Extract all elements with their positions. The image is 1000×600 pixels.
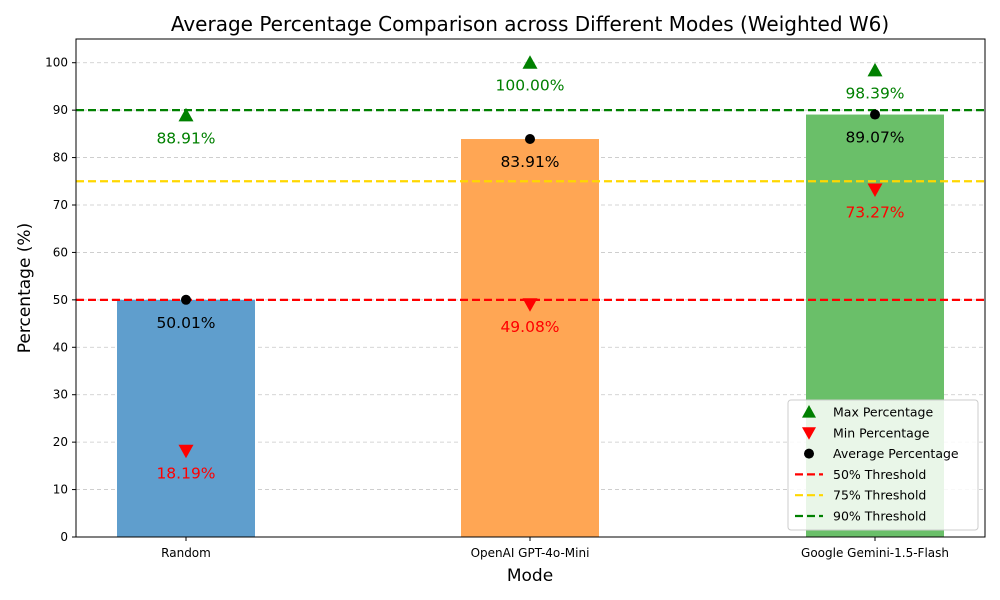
average-marker [525,134,535,145]
legend-label: 90% Threshold [833,509,926,524]
average-marker [181,294,191,305]
max-marker [867,62,883,77]
value-label: 89.07% [845,129,904,147]
y-tick-label: 60 [53,245,68,259]
value-label: 88.91% [156,129,215,147]
legend-label: Max Percentage [833,405,933,420]
markers [178,55,883,459]
legend-box [787,399,979,531]
legend-min-marker [802,427,816,440]
value-label: 50.01% [156,314,215,332]
y-tick-label: 50 [53,293,68,307]
chart-title: Average Percentage Comparison across Dif… [171,12,889,36]
legend-label: 50% Threshold [833,467,926,482]
y-tick-label: 40 [53,340,68,354]
y-tick-label: 0 [60,530,68,544]
x-tick-label: Google Gemini-1.5-Flash [801,546,949,560]
legend-average-marker [804,448,814,459]
x-tick-label: Random [161,546,211,560]
y-tick-label: 10 [53,483,68,497]
value-label: 18.19% [156,465,215,483]
value-labels: 50.01% 83.91% 89.07% 88.91% 100.00% 98.39% 18.… [156,77,904,483]
y-tick-label: 90 [53,103,68,117]
max-marker [178,107,194,122]
legend-max-marker [802,405,816,418]
y-tick-label: 100 [45,56,68,70]
value-label: 49.08% [500,318,559,336]
y-tick-label: 20 [53,435,68,449]
y-tick-label: 70 [53,198,68,212]
legend-label: Average Percentage [833,446,959,461]
legend: Max Percentage Min Percentage Average Perc… [787,399,979,531]
value-label: 83.91% [500,153,559,171]
legend-label: 75% Threshold [833,488,926,503]
bar [461,139,599,537]
value-label: 100.00% [496,77,565,95]
x-axis-title: Mode [507,566,553,586]
x-tick-label: OpenAI GPT-4o-Mini [471,546,590,560]
y-tick-label: 80 [53,151,68,165]
legend-label: Min Percentage [833,425,930,440]
average-marker [870,109,880,120]
min-marker [867,183,883,197]
min-marker [178,444,194,459]
value-label: 98.39% [845,84,904,102]
bar [117,299,255,537]
y-axis-title: Percentage (%) [15,223,35,353]
min-marker [522,298,538,312]
value-label: 73.27% [845,203,904,221]
max-marker [522,55,538,69]
y-tick-label: 30 [53,388,68,402]
axes: 0 10 20 30 40 50 60 70 80 90 100 Random OpenAI GPT-4… [45,56,949,560]
threshold-lines [76,109,985,301]
